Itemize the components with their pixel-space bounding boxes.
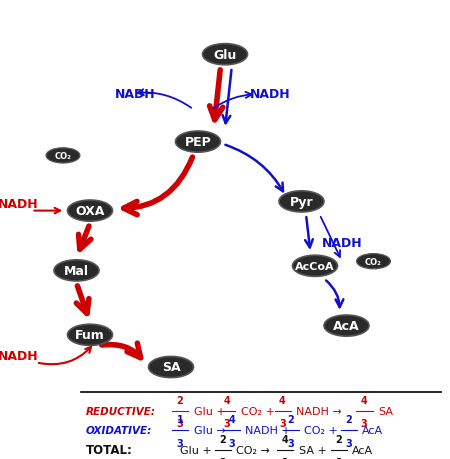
Ellipse shape <box>202 45 248 66</box>
Text: SA: SA <box>162 361 180 374</box>
Text: Pyr: Pyr <box>290 196 313 208</box>
Text: $\mathbf{2}$: $\mathbf{2}$ <box>219 432 227 444</box>
Text: $\mathbf{3}$: $\mathbf{3}$ <box>223 416 231 428</box>
Ellipse shape <box>148 357 194 378</box>
Ellipse shape <box>54 260 99 281</box>
Text: $\mathbf{3}$: $\mathbf{3}$ <box>219 455 227 459</box>
Ellipse shape <box>46 149 80 163</box>
Text: AcA: AcA <box>333 319 360 332</box>
Text: OXIDATIVE:: OXIDATIVE: <box>86 425 152 435</box>
Text: CO₂ +: CO₂ + <box>304 425 338 435</box>
Text: NADH: NADH <box>115 88 155 101</box>
Text: OXA: OXA <box>75 205 105 218</box>
Text: $\mathbf{3}$: $\mathbf{3}$ <box>360 416 369 428</box>
Text: TOTAL:: TOTAL: <box>86 443 132 456</box>
Text: $\mathbf{1}$: $\mathbf{1}$ <box>176 413 184 425</box>
Ellipse shape <box>68 201 112 222</box>
Text: CO₂ →: CO₂ → <box>236 445 270 455</box>
Text: NADH: NADH <box>250 88 290 101</box>
Text: NADH →: NADH → <box>296 406 342 416</box>
Ellipse shape <box>279 191 324 213</box>
Ellipse shape <box>356 254 391 269</box>
Text: $\mathbf{4}$: $\mathbf{4}$ <box>228 413 236 425</box>
Text: $\mathbf{3}$: $\mathbf{3}$ <box>176 436 184 448</box>
Ellipse shape <box>176 132 220 153</box>
Text: Glu +: Glu + <box>194 406 226 416</box>
Text: CO₂: CO₂ <box>365 257 382 266</box>
Text: SA: SA <box>378 406 393 416</box>
Text: NADH: NADH <box>0 198 38 211</box>
Text: AcA: AcA <box>352 445 374 455</box>
Text: $\mathbf{3}$: $\mathbf{3}$ <box>345 436 353 448</box>
Text: CO₂ +: CO₂ + <box>241 406 274 416</box>
Text: NADH: NADH <box>322 237 362 250</box>
Ellipse shape <box>68 325 112 346</box>
Text: NADH +: NADH + <box>245 425 291 435</box>
Text: $\mathbf{2}$: $\mathbf{2}$ <box>176 393 184 405</box>
Text: Fum: Fum <box>75 329 105 341</box>
Text: $\mathbf{2}$: $\mathbf{2}$ <box>335 432 343 444</box>
Text: $\mathbf{2}$: $\mathbf{2}$ <box>287 413 295 425</box>
Text: Glu: Glu <box>213 49 237 62</box>
Text: CO₂: CO₂ <box>54 151 72 161</box>
Text: AcA: AcA <box>362 425 383 435</box>
Text: $\mathbf{4}$: $\mathbf{4}$ <box>360 393 369 405</box>
Text: $\mathbf{3}$: $\mathbf{3}$ <box>335 455 343 459</box>
Text: AcCoA: AcCoA <box>295 261 335 271</box>
Text: $\mathbf{4}$: $\mathbf{4}$ <box>223 393 231 405</box>
Text: PEP: PEP <box>184 136 212 149</box>
Text: SA +: SA + <box>299 445 327 455</box>
Text: Glu +: Glu + <box>180 445 212 455</box>
Text: $\mathbf{3}$: $\mathbf{3}$ <box>287 436 295 448</box>
Text: Glu →: Glu → <box>194 425 226 435</box>
Text: $\mathbf{4}$: $\mathbf{4}$ <box>279 393 287 405</box>
Text: REDUCTIVE:: REDUCTIVE: <box>86 406 156 416</box>
Text: $\mathbf{3}$: $\mathbf{3}$ <box>281 455 289 459</box>
Text: $\mathbf{4}$: $\mathbf{4}$ <box>281 432 289 444</box>
Text: $\mathbf{3}$: $\mathbf{3}$ <box>279 416 287 428</box>
Text: NADH: NADH <box>0 349 38 362</box>
Text: Mal: Mal <box>64 264 89 277</box>
Ellipse shape <box>324 315 369 336</box>
Text: $\mathbf{2}$: $\mathbf{2}$ <box>345 413 353 425</box>
Text: $\mathbf{3}$: $\mathbf{3}$ <box>176 416 184 428</box>
Text: $\mathbf{3}$: $\mathbf{3}$ <box>228 436 236 448</box>
Ellipse shape <box>292 256 338 277</box>
